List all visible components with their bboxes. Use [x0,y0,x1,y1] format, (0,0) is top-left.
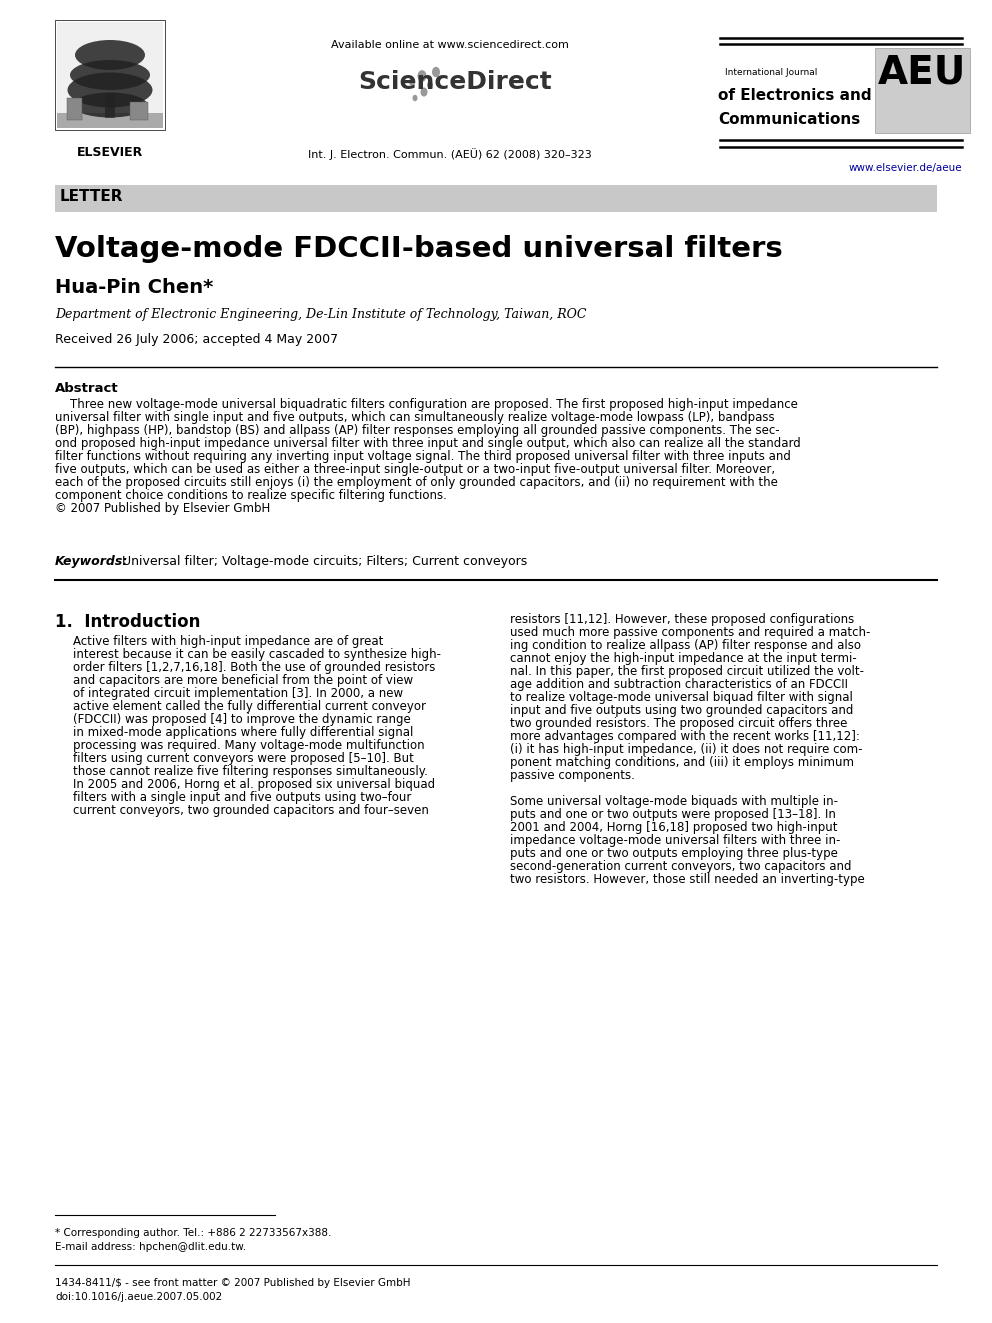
Text: used much more passive components and required a match-: used much more passive components and re… [510,626,870,639]
Text: each of the proposed circuits still enjoys (i) the employment of only grounded c: each of the proposed circuits still enjo… [55,476,778,490]
Text: in mixed-mode applications where fully differential signal: in mixed-mode applications where fully d… [73,726,414,740]
Ellipse shape [421,87,428,97]
Text: active element called the fully differential current conveyor: active element called the fully differen… [73,700,426,713]
Text: those cannot realize five filtering responses simultaneously.: those cannot realize five filtering resp… [73,765,428,778]
Text: Hua-Pin Chen*: Hua-Pin Chen* [55,278,213,296]
Ellipse shape [413,95,418,102]
Text: processing was required. Many voltage-mode multifunction: processing was required. Many voltage-mo… [73,740,425,751]
Text: to realize voltage-mode universal biquad filter with signal: to realize voltage-mode universal biquad… [510,691,853,704]
Text: 2001 and 2004, Horng [16,18] proposed two high-input: 2001 and 2004, Horng [16,18] proposed tw… [510,822,837,833]
Text: more advantages compared with the recent works [11,12]:: more advantages compared with the recent… [510,730,860,744]
Text: and capacitors are more beneficial from the point of view: and capacitors are more beneficial from … [73,673,413,687]
Text: 1434-8411/$ - see front matter © 2007 Published by Elsevier GmbH: 1434-8411/$ - see front matter © 2007 Pu… [55,1278,411,1289]
Text: Abstract: Abstract [55,382,119,396]
Bar [55,185,937,212]
Bar [875,48,970,134]
Text: International Journal: International Journal [725,67,817,77]
Text: filter functions without requiring any inverting input voltage signal. The third: filter functions without requiring any i… [55,450,791,463]
Text: ScienceDirect: ScienceDirect [358,70,552,94]
Text: ponent matching conditions, and (iii) it employs minimum: ponent matching conditions, and (iii) it… [510,755,854,769]
Bar [57,22,163,128]
Text: 1.  Introduction: 1. Introduction [55,613,200,631]
Text: Some universal voltage-mode biquads with multiple in-: Some universal voltage-mode biquads with… [510,795,838,808]
Text: cannot enjoy the high-input impedance at the input termi-: cannot enjoy the high-input impedance at… [510,652,857,665]
Bar [130,102,148,120]
Text: Communications: Communications [718,112,860,127]
Text: order filters [1,2,7,16,18]. Both the use of grounded resistors: order filters [1,2,7,16,18]. Both the us… [73,662,435,673]
Text: two grounded resistors. The proposed circuit offers three: two grounded resistors. The proposed cir… [510,717,847,730]
Text: filters with a single input and five outputs using two–four: filters with a single input and five out… [73,791,412,804]
Text: impedance voltage-mode universal filters with three in-: impedance voltage-mode universal filters… [510,833,840,847]
Text: (BP), highpass (HP), bandstop (BS) and allpass (AP) filter responses employing a: (BP), highpass (HP), bandstop (BS) and a… [55,423,780,437]
Text: ond proposed high-input impedance universal filter with three input and single o: ond proposed high-input impedance univer… [55,437,801,450]
Text: filters using current conveyors were proposed [5–10]. But: filters using current conveyors were pro… [73,751,414,765]
Text: ELSEVIER: ELSEVIER [76,146,143,159]
Text: ing condition to realize allpass (AP) filter response and also: ing condition to realize allpass (AP) fi… [510,639,861,652]
Text: Department of Electronic Engineering, De-Lin Institute of Technology, Taiwan, RO: Department of Electronic Engineering, De… [55,308,586,321]
Text: Three new voltage-mode universal biquadratic filters configuration are proposed.: Three new voltage-mode universal biquadr… [55,398,798,411]
Bar [105,93,115,118]
Text: of integrated circuit implementation [3]. In 2000, a new: of integrated circuit implementation [3]… [73,687,403,700]
Text: current conveyors, two grounded capacitors and four–seven: current conveyors, two grounded capacito… [73,804,429,818]
Text: AEU: AEU [878,53,966,91]
Text: (FDCCII) was proposed [4] to improve the dynamic range: (FDCCII) was proposed [4] to improve the… [73,713,411,726]
Text: Received 26 July 2006; accepted 4 May 2007: Received 26 July 2006; accepted 4 May 20… [55,333,338,347]
Bar [57,112,163,128]
Text: Keywords:: Keywords: [55,556,128,568]
Text: Voltage-mode FDCCII-based universal filters: Voltage-mode FDCCII-based universal filt… [55,235,783,263]
Ellipse shape [427,81,433,89]
Text: resistors [11,12]. However, these proposed configurations: resistors [11,12]. However, these propos… [510,613,854,626]
Text: In 2005 and 2006, Horng et al. proposed six universal biquad: In 2005 and 2006, Horng et al. proposed … [73,778,435,791]
Text: E-mail address: hpchen@dlit.edu.tw.: E-mail address: hpchen@dlit.edu.tw. [55,1242,246,1252]
Text: LETTER: LETTER [60,189,123,204]
Ellipse shape [432,66,440,77]
Ellipse shape [70,60,150,90]
Text: universal filter with single input and five outputs, which can simultaneously re: universal filter with single input and f… [55,411,775,423]
Text: passive components.: passive components. [510,769,635,782]
Text: www.elsevier.de/aeue: www.elsevier.de/aeue [848,163,962,173]
Ellipse shape [75,40,145,70]
Text: age addition and subtraction characteristics of an FDCCII: age addition and subtraction characteris… [510,677,848,691]
Bar [67,98,82,120]
Text: doi:10.1016/j.aeue.2007.05.002: doi:10.1016/j.aeue.2007.05.002 [55,1293,222,1302]
Ellipse shape [409,78,415,86]
Text: component choice conditions to realize specific filtering functions.: component choice conditions to realize s… [55,490,446,501]
Text: Available online at www.sciencedirect.com: Available online at www.sciencedirect.co… [331,40,569,50]
Text: Int. J. Electron. Commun. (AEÜ) 62 (2008) 320–323: Int. J. Electron. Commun. (AEÜ) 62 (2008… [309,148,592,160]
Bar [55,20,165,130]
Text: © 2007 Published by Elsevier GmbH: © 2007 Published by Elsevier GmbH [55,501,270,515]
Text: five outputs, which can be used as either a three-input single-output or a two-i: five outputs, which can be used as eithe… [55,463,775,476]
Text: of Electronics and: of Electronics and [718,89,872,103]
Ellipse shape [72,93,148,118]
Ellipse shape [67,73,153,107]
Text: two resistors. However, those still needed an inverting-type: two resistors. However, those still need… [510,873,865,886]
Text: * Corresponding author. Tel.: +886 2 22733567x388.: * Corresponding author. Tel.: +886 2 227… [55,1228,331,1238]
Text: interest because it can be easily cascaded to synthesize high-: interest because it can be easily cascad… [73,648,441,662]
Text: nal. In this paper, the first proposed circuit utilized the volt-: nal. In this paper, the first proposed c… [510,665,864,677]
Text: second-generation current conveyors, two capacitors and: second-generation current conveyors, two… [510,860,851,873]
Ellipse shape [418,70,427,82]
Text: (i) it has high-input impedance, (ii) it does not require com-: (i) it has high-input impedance, (ii) it… [510,744,862,755]
Text: puts and one or two outputs were proposed [13–18]. In: puts and one or two outputs were propose… [510,808,836,822]
Text: Active filters with high-input impedance are of great: Active filters with high-input impedance… [73,635,383,648]
Text: input and five outputs using two grounded capacitors and: input and five outputs using two grounde… [510,704,853,717]
Text: puts and one or two outputs employing three plus-type: puts and one or two outputs employing th… [510,847,838,860]
Text: Universal filter; Voltage-mode circuits; Filters; Current conveyors: Universal filter; Voltage-mode circuits;… [118,556,528,568]
